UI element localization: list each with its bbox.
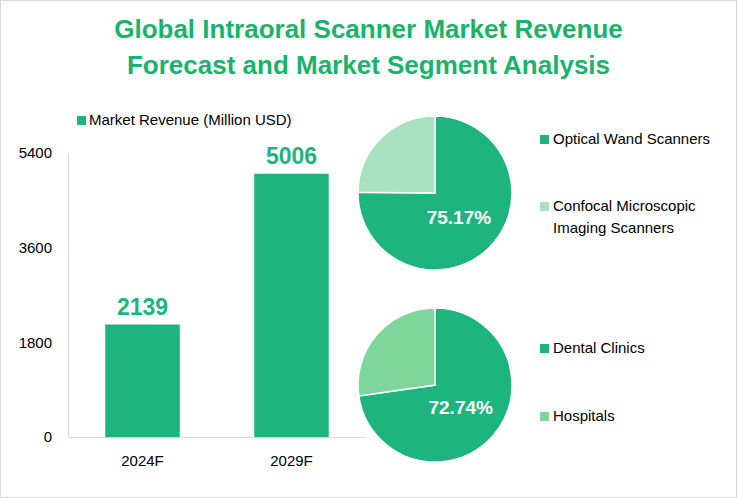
slices <box>358 308 512 462</box>
data-label: 2139 <box>117 294 168 320</box>
x-tick: 2029F <box>270 437 313 469</box>
legend-label: Hospitals <box>553 407 615 424</box>
legend-item: Dental Clinics <box>540 339 645 356</box>
legend-swatch <box>77 116 86 125</box>
legend-item: Hospitals <box>540 407 615 424</box>
legend-item: Market Revenue (Million USD) <box>77 111 292 128</box>
legend: Market Revenue (Million USD) <box>77 111 292 128</box>
legend: Optical Wand Scanners Confocal Microscopi… <box>540 130 710 236</box>
text-line: Optical Wand Scanners <box>553 130 710 147</box>
legend-item: Optical Wand Scanners <box>540 130 710 147</box>
text-line: Global Intraoral Scanner Market Revenue <box>114 14 623 44</box>
legend-label: Confocal Microscopic Imaging Scanners <box>553 197 696 236</box>
pie-slice <box>358 116 435 193</box>
text-line: Dental Clinics <box>553 339 645 356</box>
data-labels: 2139 5006 <box>117 143 317 320</box>
y-tick-label: 1800 <box>19 334 52 351</box>
legend-swatch <box>540 202 549 211</box>
legend-label: Optical Wand Scanners <box>553 130 710 147</box>
y-tick: 0 <box>44 428 68 445</box>
legend-swatch <box>540 412 549 421</box>
x-tick: 2024F <box>121 437 164 469</box>
bars <box>105 174 329 437</box>
text-line: Hospitals <box>553 407 615 424</box>
y-tick-label: 3600 <box>19 239 52 256</box>
pie-label: 72.74% <box>428 397 493 418</box>
y-tick: 3600 <box>19 239 68 256</box>
bar <box>105 325 180 437</box>
legend-swatch <box>540 344 549 353</box>
y-tick-label: 0 <box>44 428 52 445</box>
pie-slice <box>358 308 435 396</box>
pie-slice <box>358 116 512 270</box>
bar <box>254 174 329 437</box>
y-axis-line <box>68 154 69 438</box>
pie-slice <box>359 308 512 462</box>
text-line: Imaging Scanners <box>553 219 674 236</box>
y-axis: 0 1800 3600 5400 <box>19 144 69 445</box>
x-axis-line <box>69 437 367 438</box>
pie: 72.74% <box>358 308 512 462</box>
legend-swatch <box>540 135 549 144</box>
x-tick-label: 2029F <box>270 452 313 469</box>
frame <box>1 1 737 498</box>
y-tick-label: 5400 <box>19 144 52 161</box>
legend: Dental Clinics Hospitals <box>540 339 645 424</box>
pie: 75.17% <box>358 116 512 270</box>
slices <box>358 116 512 270</box>
data-label: 5006 <box>266 143 317 169</box>
pie-label: 75.17% <box>427 207 492 228</box>
legend-item: Confocal Microscopic Imaging Scanners <box>540 197 696 236</box>
text-line: Forecast and Market Segment Analysis <box>127 50 610 80</box>
chart-title: Global Intraoral Scanner Market Revenue F… <box>114 14 623 80</box>
x-tick-label: 2024F <box>121 452 164 469</box>
legend-label: Dental Clinics <box>553 339 645 356</box>
legend-label: Market Revenue (Million USD) <box>89 111 292 128</box>
chart-root: Global Intraoral Scanner Market Revenue F… <box>0 0 737 498</box>
text-line: Confocal Microscopic <box>553 197 696 214</box>
x-axis: 2024F 2029F <box>69 437 367 469</box>
y-tick: 5400 <box>19 144 68 161</box>
y-tick: 1800 <box>19 334 68 351</box>
